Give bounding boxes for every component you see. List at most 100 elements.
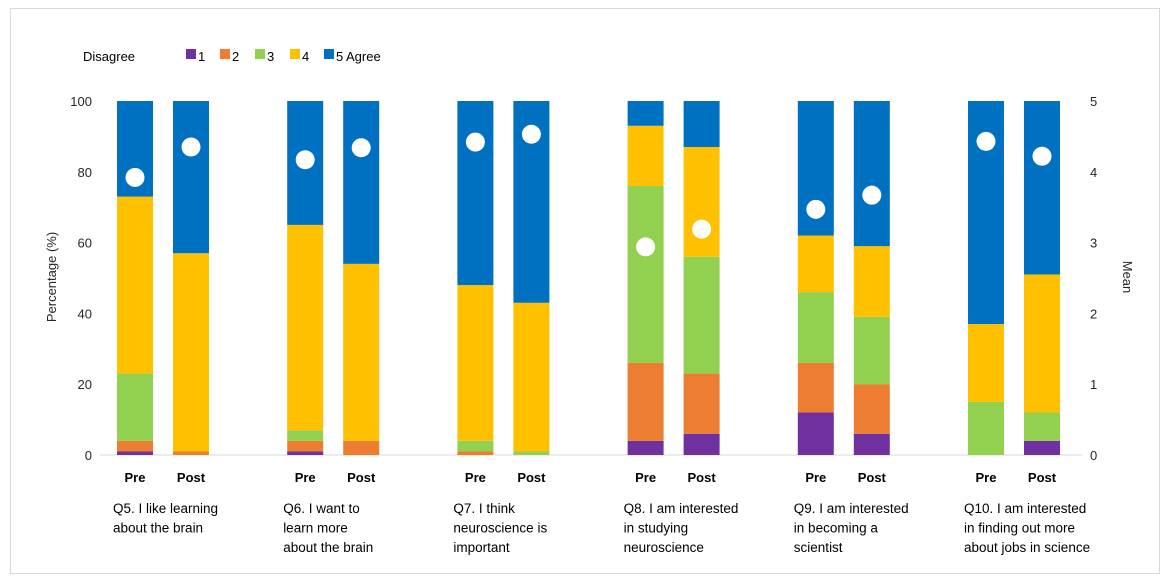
bar-segment-3 [853, 316, 890, 385]
bar-segment-4 [853, 246, 890, 317]
bar-segment-3 [287, 430, 324, 441]
y2-tick-label: 0 [1090, 448, 1097, 463]
question-label-line: in becoming a [794, 521, 879, 536]
y2-tick-label: 3 [1090, 236, 1097, 251]
y2-tick-label: 1 [1090, 377, 1097, 392]
question-label-line: about jobs in science [964, 540, 1090, 555]
bar-segment-2 [683, 373, 720, 434]
bar-segment-3 [627, 185, 664, 363]
bars-layer [117, 101, 1060, 455]
mean-marker [125, 167, 145, 187]
bar-segment-2 [457, 451, 494, 455]
labels-layer: Pre Post Q5. I like learning about the brai… [113, 470, 1090, 555]
legend-label-3: 3 [267, 49, 274, 64]
legend-swatch-3 [255, 49, 265, 59]
bar-segment-5 [853, 101, 890, 247]
category-label-post: Post [177, 470, 206, 485]
question-label-line: Q7. I think [453, 501, 515, 516]
question-label-line: neuroscience is [453, 521, 547, 536]
y2-tick-label: 4 [1090, 165, 1097, 180]
bar-segment-2 [287, 440, 324, 452]
bar-segment-5 [627, 101, 664, 126]
category-label-pre: Pre [295, 470, 316, 485]
question-label-line: Q6. I want to [283, 501, 360, 516]
legend-swatch-4 [290, 49, 300, 59]
bar-segment-5 [173, 101, 209, 254]
legend-label-5: 5 [336, 49, 343, 64]
legend-swatch-2 [220, 49, 230, 59]
bar-segment-1 [287, 451, 324, 455]
question-label-line: about the brain [113, 521, 203, 536]
bar-segment-1 [853, 433, 890, 455]
bar-segment-3 [968, 401, 1004, 455]
question-label-line: scientist [794, 540, 843, 555]
bar-segment-4 [683, 147, 720, 257]
question-label-line: Q9. I am interested [794, 501, 909, 516]
bar-segment-2 [627, 362, 664, 441]
bar-segment-3 [117, 373, 153, 441]
mean-marker [636, 237, 656, 257]
question-label-line: in finding out more [964, 521, 1075, 536]
category-label-pre: Pre [976, 470, 997, 485]
category-label-pre: Pre [805, 470, 826, 485]
y-tick-label: 100 [70, 94, 92, 109]
legend-label-2: 2 [232, 49, 239, 64]
category-label-post: Post [858, 470, 887, 485]
question-label-line: important [453, 540, 510, 555]
y-axis-title: Percentage (%) [44, 232, 59, 322]
y2-tick-label: 2 [1090, 306, 1097, 321]
bar-segment-5 [1024, 101, 1060, 275]
legend-right-label: Agree [346, 49, 381, 64]
y2-axis-title: Mean [1120, 261, 1135, 294]
question-label-line: Q8. I am interested [624, 501, 739, 516]
question-label-line: in studying [624, 521, 689, 536]
question-label-line: Q5. I like learning [113, 501, 218, 516]
y-tick-label: 0 [85, 448, 92, 463]
mean-marker [862, 185, 882, 205]
axes: Percentage (%) Mean 0 20 40 60 80 100 0 1 2 3 4 5 [44, 94, 1135, 463]
category-label-post: Post [517, 470, 546, 485]
bar-segment-3 [457, 440, 494, 452]
bar-segment-3 [513, 451, 550, 455]
category-label-pre: Pre [635, 470, 656, 485]
legend-label-4: 4 [302, 49, 309, 64]
bar-segment-1 [683, 433, 720, 455]
bar-segment-4 [797, 235, 834, 293]
bar-segment-4 [343, 263, 380, 441]
bar-segment-4 [513, 302, 550, 452]
legend-label-1: 1 [198, 49, 205, 64]
bar-segment-1 [1024, 440, 1060, 455]
bar-segment-4 [1024, 274, 1060, 413]
legend-swatch-1 [186, 49, 196, 59]
question-label-line: Q10. I am interested [964, 501, 1086, 516]
mean-marker [295, 150, 315, 170]
category-label-pre: Pre [465, 470, 486, 485]
legend-swatch-5 [324, 49, 334, 59]
category-label-post: Post [347, 470, 376, 485]
bar-segment-3 [683, 256, 720, 374]
bar-segment-1 [117, 451, 153, 455]
bar-segment-3 [797, 292, 834, 363]
bar-segment-5 [343, 101, 380, 264]
mean-marker [351, 138, 371, 158]
y-tick-label: 40 [78, 306, 92, 321]
bar-segment-4 [968, 324, 1004, 402]
question-label-line: neuroscience [624, 540, 704, 555]
y2-tick-label: 5 [1090, 94, 1097, 109]
question-label-line: about the brain [283, 540, 373, 555]
bar-segment-3 [1024, 412, 1060, 441]
mean-marker [521, 124, 541, 144]
bar-segment-5 [683, 101, 720, 148]
category-label-pre: Pre [125, 470, 146, 485]
bar-segment-1 [627, 440, 664, 455]
bar-segment-1 [797, 412, 834, 455]
y-tick-label: 20 [78, 377, 92, 392]
category-label-post: Post [688, 470, 717, 485]
question-label-line: learn more [283, 521, 348, 536]
bar-segment-4 [287, 224, 324, 431]
mean-marker [1032, 146, 1052, 166]
mean-marker [692, 219, 712, 239]
bar-segment-2 [797, 362, 834, 413]
y-tick-label: 80 [78, 165, 92, 180]
bar-segment-2 [117, 440, 153, 452]
